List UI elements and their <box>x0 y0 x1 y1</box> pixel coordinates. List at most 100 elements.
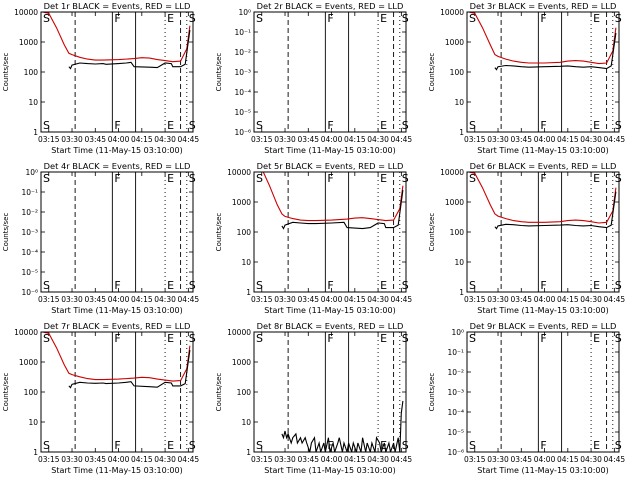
y-tick-label: 1000 <box>19 358 38 367</box>
event-marker-label-bottom: S <box>256 119 263 132</box>
x-tick-label: 03:45 <box>297 295 319 304</box>
event-marker-label-bottom: S <box>615 439 622 452</box>
event-marker-label-top: E <box>380 12 387 25</box>
event-marker-label-bottom: F <box>540 119 546 132</box>
event-marker-label-top: F <box>327 332 333 345</box>
chart-title: Det 5r BLACK = Events, RED = LLD <box>257 161 404 171</box>
x-axis-label: Start Time (11-May-15 03:10:00) <box>51 306 182 315</box>
event-marker-label-bottom: S <box>43 279 50 292</box>
x-tick-label: 04:00 <box>321 455 343 464</box>
event-marker-label-top: S <box>189 12 196 25</box>
chart-title: Det 7r BLACK = Events, RED = LLD <box>44 321 191 331</box>
event-marker-label-top: E <box>380 172 387 185</box>
y-tick-label: 100 <box>237 228 252 237</box>
x-tick-label: 03:45 <box>297 455 319 464</box>
x-tick-label: 04:30 <box>580 455 602 464</box>
event-marker-label-bottom: F <box>114 119 120 132</box>
chart-title: Det 3r BLACK = Events, RED = LLD <box>470 1 617 11</box>
y-tick-label: 100 <box>450 228 465 237</box>
x-tick-label: 03:30 <box>274 135 296 144</box>
x-tick-label: 03:15 <box>464 295 486 304</box>
event-marker-label-bottom: S <box>43 439 50 452</box>
x-tick-label: 04:15 <box>344 135 366 144</box>
plot-frame <box>466 171 620 293</box>
event-marker-label-bottom: F <box>114 439 120 452</box>
event-marker-label-bottom: S <box>402 279 409 292</box>
plot-frame <box>40 11 194 133</box>
x-tick-label: 04:15 <box>131 455 153 464</box>
y-tick-label: 1 <box>246 288 251 297</box>
event-marker-label-top: F <box>540 172 546 185</box>
event-marker-label-top: E <box>593 172 600 185</box>
x-tick-label: 04:15 <box>344 295 366 304</box>
event-marker-label-top: E <box>167 12 174 25</box>
chart-panel: Det 7r BLACK = Events, RED = LLD Counts/s… <box>2 321 199 475</box>
x-tick-label: 04:15 <box>557 135 579 144</box>
x-tick-label: 04:15 <box>131 295 153 304</box>
event-marker-label-top: E <box>593 12 600 25</box>
event-marker-label-top: E <box>167 172 174 185</box>
plot-frame <box>253 331 407 453</box>
y-tick-label: 1000 <box>232 358 251 367</box>
plot-frame <box>253 11 407 133</box>
event-marker-label-bottom: E <box>380 119 387 132</box>
x-tick-label: 03:45 <box>84 455 106 464</box>
x-axis-label: Start Time (11-May-15 03:10:00) <box>477 306 608 315</box>
chart-panel: Det 4r BLACK = Events, RED = LLD Counts/s… <box>2 161 199 315</box>
x-tick-label: 03:45 <box>84 295 106 304</box>
x-tick-label: 04:45 <box>391 135 413 144</box>
y-tick-label: 10 <box>241 258 251 267</box>
x-tick-label: 04:00 <box>534 455 556 464</box>
y-tick-label: 100 <box>24 68 39 77</box>
y-tick-label: 1000 <box>232 198 251 207</box>
y-tick-label: 10⁻⁴ <box>447 408 464 417</box>
y-tick-label: 10⁻² <box>21 208 38 217</box>
x-tick-label: 03:15 <box>251 295 273 304</box>
event-marker-label-top: F <box>114 332 120 345</box>
x-tick-label: 04:00 <box>108 455 130 464</box>
x-axis-label: Start Time (11-May-15 03:10:00) <box>264 306 395 315</box>
event-marker-label-bottom: S <box>469 439 476 452</box>
chart-title: Det 1r BLACK = Events, RED = LLD <box>44 1 191 11</box>
event-marker-label-top: S <box>402 172 409 185</box>
x-tick-label: 04:00 <box>108 135 130 144</box>
event-marker-label-bottom: F <box>114 279 120 292</box>
plot-frame <box>466 331 620 453</box>
event-marker-label-top: S <box>43 332 50 345</box>
x-tick-label: 03:30 <box>61 135 83 144</box>
y-tick-label: 10 <box>241 418 251 427</box>
x-tick-label: 04:45 <box>391 455 413 464</box>
y-tick-label: 10000 <box>227 168 251 177</box>
x-tick-label: 03:15 <box>38 135 60 144</box>
event-marker-label-top: S <box>189 332 196 345</box>
y-tick-label: 1 <box>459 128 464 137</box>
x-tick-label: 03:15 <box>38 455 60 464</box>
event-marker-label-bottom: E <box>167 439 174 452</box>
y-tick-label: 10⁻⁶ <box>447 448 464 457</box>
lld-series <box>42 332 191 382</box>
events-series <box>281 190 404 230</box>
x-tick-label: 03:30 <box>61 295 83 304</box>
x-axis-label: Start Time (11-May-15 03:10:00) <box>264 466 395 475</box>
y-axis-label: Counts/sec <box>215 53 223 92</box>
event-marker-label-top: S <box>43 12 50 25</box>
y-tick-label: 10 <box>28 418 38 427</box>
x-tick-label: 04:00 <box>321 295 343 304</box>
y-tick-label: 10⁻³ <box>234 68 251 77</box>
y-tick-label: 10000 <box>14 328 38 337</box>
event-marker-label-top: S <box>256 172 263 185</box>
x-tick-label: 04:00 <box>108 295 130 304</box>
event-marker-label-top: S <box>469 172 476 185</box>
y-tick-label: 10⁻⁶ <box>21 288 38 297</box>
events-series <box>494 191 617 230</box>
x-tick-label: 04:45 <box>391 295 413 304</box>
x-axis-label: Start Time (11-May-15 03:10:00) <box>477 466 608 475</box>
event-marker-label-top: E <box>167 332 174 345</box>
y-axis-label: Counts/sec <box>2 53 10 92</box>
y-tick-label: 10⁻⁵ <box>234 108 251 117</box>
y-axis-label: Counts/sec <box>2 213 10 252</box>
y-tick-label: 10⁻¹ <box>234 28 251 37</box>
lld-series <box>468 12 617 65</box>
x-tick-label: 03:30 <box>487 135 509 144</box>
y-axis-label: Counts/sec <box>215 213 223 252</box>
